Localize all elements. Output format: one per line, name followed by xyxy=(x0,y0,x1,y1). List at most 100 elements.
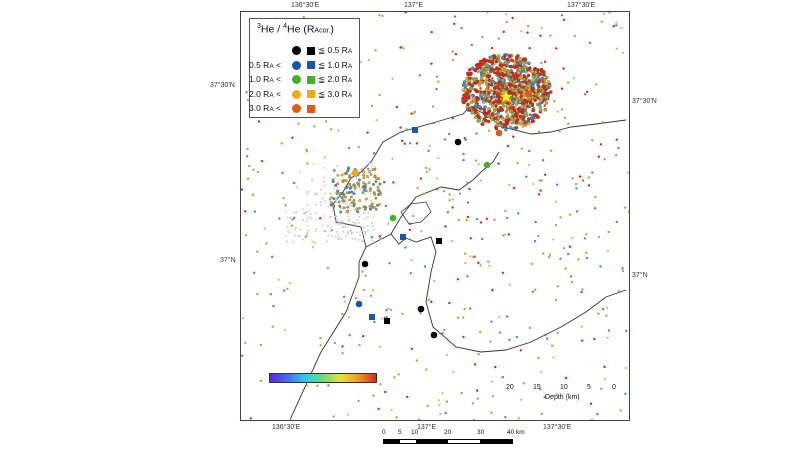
legend-row: 1.0 RA < ≦ 2.0 RA xyxy=(249,73,361,87)
epicenter xyxy=(491,95,496,99)
epicenter xyxy=(587,176,590,179)
epicenter xyxy=(569,275,573,278)
epicenter xyxy=(304,235,308,238)
helium-sample-circle xyxy=(483,161,491,169)
epicenter xyxy=(341,345,344,348)
epicenter xyxy=(401,130,404,133)
epicenter xyxy=(585,256,589,260)
epicenter xyxy=(465,78,469,83)
epicenter xyxy=(330,229,334,232)
epicenter xyxy=(356,181,360,185)
epicenter xyxy=(476,69,480,73)
epicenter xyxy=(378,13,381,17)
epicenter xyxy=(362,334,365,338)
epicenter xyxy=(489,340,492,343)
epicenter xyxy=(526,24,530,28)
epicenter xyxy=(462,100,467,104)
epicenter xyxy=(341,199,345,202)
epicenter xyxy=(590,418,594,420)
epicenter xyxy=(469,237,472,240)
epicenter xyxy=(488,264,491,268)
epicenter xyxy=(508,64,512,69)
aftershock-grey xyxy=(327,205,330,208)
aftershock-grey xyxy=(315,211,317,214)
epicenter xyxy=(388,262,391,265)
epicenter xyxy=(465,219,468,222)
aftershock-grey xyxy=(294,234,297,237)
epicenter xyxy=(451,58,455,62)
epicenter xyxy=(583,93,587,96)
epicenter xyxy=(346,308,349,311)
epicenter xyxy=(372,152,376,155)
epicenter xyxy=(340,173,344,177)
epicenter xyxy=(615,47,619,50)
epicenter xyxy=(486,85,489,88)
epicenter xyxy=(545,95,549,100)
epicenter xyxy=(585,251,588,255)
epicenter xyxy=(341,192,345,196)
epicenter xyxy=(526,84,531,88)
epicenter xyxy=(563,116,567,120)
epicenter xyxy=(512,135,515,138)
epicenter xyxy=(551,344,554,347)
aftershock-grey xyxy=(306,233,309,236)
epicenter xyxy=(345,209,349,213)
epicenter xyxy=(515,98,519,102)
epicenter xyxy=(554,224,558,227)
aftershock-grey xyxy=(373,228,376,231)
epicenter xyxy=(265,242,268,245)
epicenter xyxy=(443,138,447,141)
epicenter xyxy=(406,395,409,399)
epicenter xyxy=(311,246,315,249)
epicenter xyxy=(543,60,547,63)
epicenter xyxy=(444,225,447,228)
epicenter xyxy=(556,331,559,334)
epicenter xyxy=(554,298,558,302)
epicenter xyxy=(364,189,368,193)
epicenter xyxy=(367,181,371,185)
epicenter xyxy=(541,88,545,93)
aftershock-grey xyxy=(299,228,302,231)
epicenter xyxy=(483,59,487,64)
epicenter xyxy=(420,230,423,233)
epicenter xyxy=(364,274,367,277)
aftershock-grey xyxy=(306,224,309,227)
epicenter xyxy=(584,233,588,236)
epicenter xyxy=(512,80,516,84)
epicenter xyxy=(498,315,501,319)
epicenter xyxy=(395,105,399,109)
epicenter xyxy=(536,115,540,119)
epicenter xyxy=(530,262,533,266)
epicenter xyxy=(504,415,507,419)
epicenter xyxy=(506,144,510,148)
aftershock-grey xyxy=(335,197,338,200)
aftershock-grey xyxy=(367,215,369,218)
epicenter xyxy=(514,102,519,106)
epicenter xyxy=(348,334,351,337)
epicenter xyxy=(453,15,457,18)
aftershock-grey xyxy=(308,210,310,213)
tick-left-2: 37°N xyxy=(220,257,236,264)
epicenter xyxy=(338,194,342,198)
aftershock-grey xyxy=(371,163,374,165)
epicenter xyxy=(585,90,589,94)
epicenter xyxy=(289,418,292,420)
epicenter xyxy=(430,30,433,34)
epicenter xyxy=(352,192,356,196)
epicenter xyxy=(453,22,456,26)
epicenter xyxy=(605,306,609,310)
epicenter xyxy=(467,96,471,100)
aftershock-grey xyxy=(364,232,367,235)
colorbar-tick: 20 xyxy=(506,384,514,391)
epicenter xyxy=(491,68,495,72)
epicenter xyxy=(596,412,599,416)
epicenter xyxy=(476,97,481,101)
epicenter xyxy=(521,101,525,106)
helium-sample-circle xyxy=(417,305,425,313)
aftershock-grey xyxy=(287,230,289,232)
epicenter xyxy=(490,112,495,116)
epicenter xyxy=(468,68,472,72)
epicenter xyxy=(430,300,433,304)
epicenter xyxy=(620,27,623,30)
epicenter xyxy=(329,203,333,207)
